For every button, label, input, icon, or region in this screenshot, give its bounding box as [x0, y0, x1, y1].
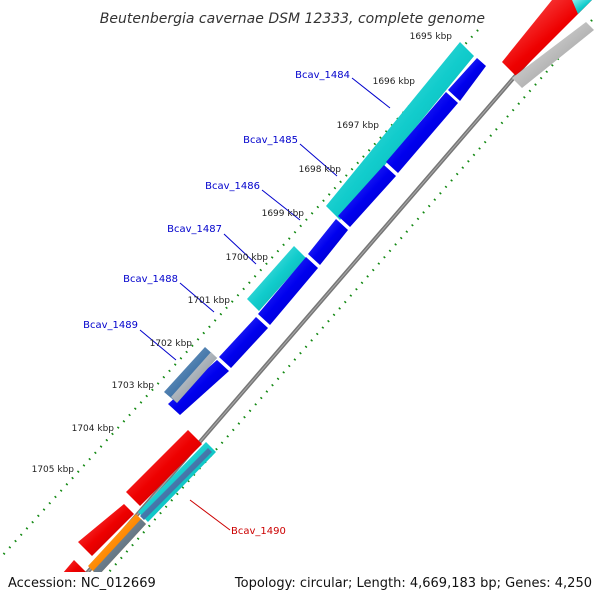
tick-label-1699: 1699 kbp — [262, 209, 305, 219]
gene-label-bcav-1489[interactable]: Bcav_1489 — [83, 320, 138, 331]
gene-label-bcav-1490[interactable]: Bcav_1490 — [231, 526, 286, 537]
leader-bcav-1485 — [299, 143, 338, 177]
gene-arrow-bcav-1490-steel — [140, 448, 212, 520]
genome-backbone-highlight — [62, 0, 582, 600]
tick-label-1703: 1703 kbp — [112, 381, 155, 391]
gene-label-bcav-1488[interactable]: Bcav_1488 — [123, 274, 178, 285]
gene-label-bcav-1486[interactable]: Bcav_1486 — [205, 181, 260, 192]
leader-bcav-1489 — [139, 329, 177, 361]
gene-block-cyan — [572, 0, 592, 14]
gene-label-bcav-1484[interactable]: Bcav_1484 — [295, 70, 350, 81]
tick-label-1705: 1705 kbp — [32, 465, 75, 475]
leader-bcav-1490 — [189, 499, 231, 531]
leader-bcav-1484 — [351, 77, 391, 109]
footer-summary: Topology: circular; Length: 4,669,183 bp… — [234, 576, 592, 591]
leader-bcav-1487 — [223, 233, 257, 265]
tick-label-1701: 1701 kbp — [188, 296, 231, 306]
tick-label-1700: 1700 kbp — [226, 253, 269, 263]
gene-arrow-blue-7 — [168, 360, 229, 415]
tick-label-1697: 1697 kbp — [337, 121, 380, 131]
tick-label-1695: 1695 kbp — [410, 32, 453, 42]
gene-arrow-bcav-1484 — [326, 42, 474, 220]
gene-arrow-blue-2 — [386, 92, 458, 173]
gene-arrow-blue-6 — [219, 317, 268, 368]
gene-block-red — [502, 0, 592, 76]
tick-label-1702: 1702 kbp — [150, 339, 193, 349]
gene-arrow-blue-5 — [258, 257, 318, 325]
gene-arrow-orange-steel — [93, 519, 146, 576]
map-title: Beutenbergia cavernae DSM 12333, complet… — [100, 11, 485, 27]
leader-bcav-1488 — [179, 282, 215, 313]
footer-accession: Accession: NC_012669 — [8, 576, 156, 591]
gene-label-bcav-1485[interactable]: Bcav_1485 — [243, 135, 298, 146]
gene-label-bcav-1487[interactable]: Bcav_1487 — [167, 224, 222, 235]
gene-block-gray — [512, 22, 594, 88]
leader-bcav-1486 — [261, 189, 301, 221]
gene-arrow-bcav-1487 — [247, 246, 306, 311]
tick-label-1704: 1704 kbp — [72, 424, 115, 434]
gene-arrow-red-1 — [126, 430, 202, 506]
gene-arrow-blue-4 — [308, 219, 348, 265]
footer-background — [0, 572, 600, 600]
tick-label-1696: 1696 kbp — [373, 77, 416, 87]
inner-tick-ring — [87, 19, 593, 597]
gene-arrow-red-2 — [78, 504, 134, 556]
gene-arrow-blue-3 — [338, 165, 396, 227]
gene-arrow-blue-1 — [448, 58, 486, 101]
gene-arrow-bcav-1489-shade — [171, 352, 217, 403]
tick-label-1698: 1698 kbp — [299, 165, 342, 175]
genome-backbone — [60, 0, 584, 600]
